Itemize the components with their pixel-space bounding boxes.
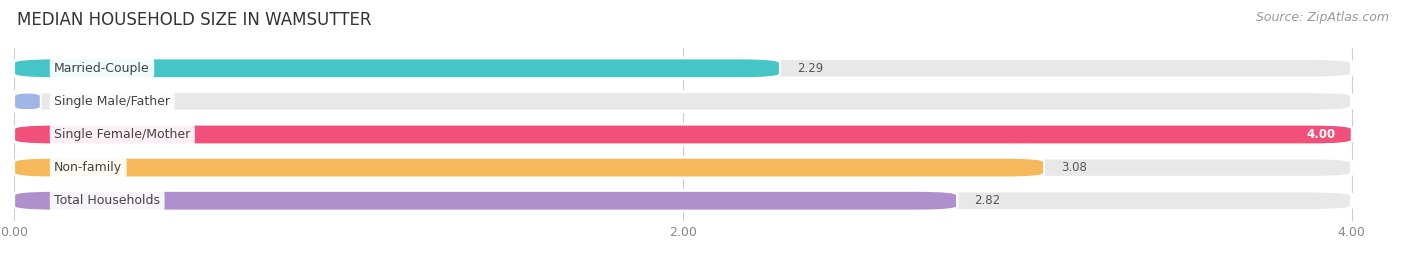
Text: Single Male/Father: Single Male/Father [55, 95, 170, 108]
FancyBboxPatch shape [14, 58, 780, 78]
Text: Source: ZipAtlas.com: Source: ZipAtlas.com [1256, 11, 1389, 24]
Text: Single Female/Mother: Single Female/Mother [55, 128, 190, 141]
Text: 3.08: 3.08 [1062, 161, 1087, 174]
FancyBboxPatch shape [14, 125, 1351, 144]
Text: Married-Couple: Married-Couple [55, 62, 150, 75]
FancyBboxPatch shape [14, 91, 1351, 111]
Text: Non-family: Non-family [55, 161, 122, 174]
FancyBboxPatch shape [14, 158, 1045, 178]
Text: Total Households: Total Households [55, 194, 160, 207]
FancyBboxPatch shape [0, 91, 55, 111]
FancyBboxPatch shape [14, 191, 1351, 211]
Text: 2.29: 2.29 [797, 62, 823, 75]
Text: MEDIAN HOUSEHOLD SIZE IN WAMSUTTER: MEDIAN HOUSEHOLD SIZE IN WAMSUTTER [17, 11, 371, 29]
Text: 0.00: 0.00 [60, 95, 87, 108]
Text: 2.82: 2.82 [974, 194, 1000, 207]
Text: 4.00: 4.00 [1306, 128, 1336, 141]
FancyBboxPatch shape [14, 125, 1351, 144]
FancyBboxPatch shape [14, 158, 1351, 178]
FancyBboxPatch shape [14, 58, 1351, 78]
FancyBboxPatch shape [14, 191, 957, 211]
